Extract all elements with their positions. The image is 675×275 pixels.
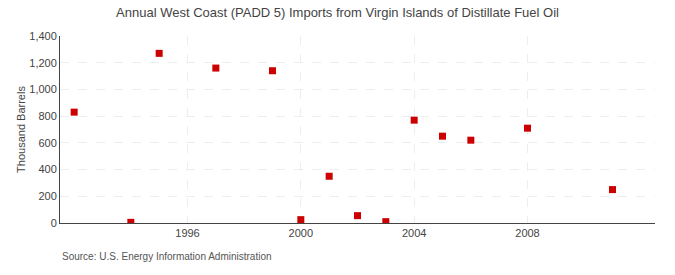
svg-text:1996: 1996 [175, 227, 199, 239]
svg-text:2000: 2000 [289, 227, 313, 239]
svg-text:800: 800 [38, 110, 56, 122]
svg-text:0: 0 [51, 217, 57, 229]
svg-text:1,200: 1,200 [29, 57, 57, 69]
svg-text:Annual West Coast (PADD 5) Imp: Annual West Coast (PADD 5) Imports from … [116, 5, 559, 20]
svg-text:1,400: 1,400 [29, 30, 57, 42]
svg-text:200: 200 [38, 190, 56, 202]
svg-text:Thousand Barrels: Thousand Barrels [15, 86, 27, 173]
svg-text:600: 600 [38, 137, 56, 149]
svg-text:400: 400 [38, 163, 56, 175]
svg-text:2008: 2008 [515, 227, 539, 239]
svg-text:Source: U.S. Energy Informatio: Source: U.S. Energy Information Administ… [62, 251, 272, 262]
svg-text:2004: 2004 [402, 227, 426, 239]
svg-text:1,000: 1,000 [29, 83, 57, 95]
